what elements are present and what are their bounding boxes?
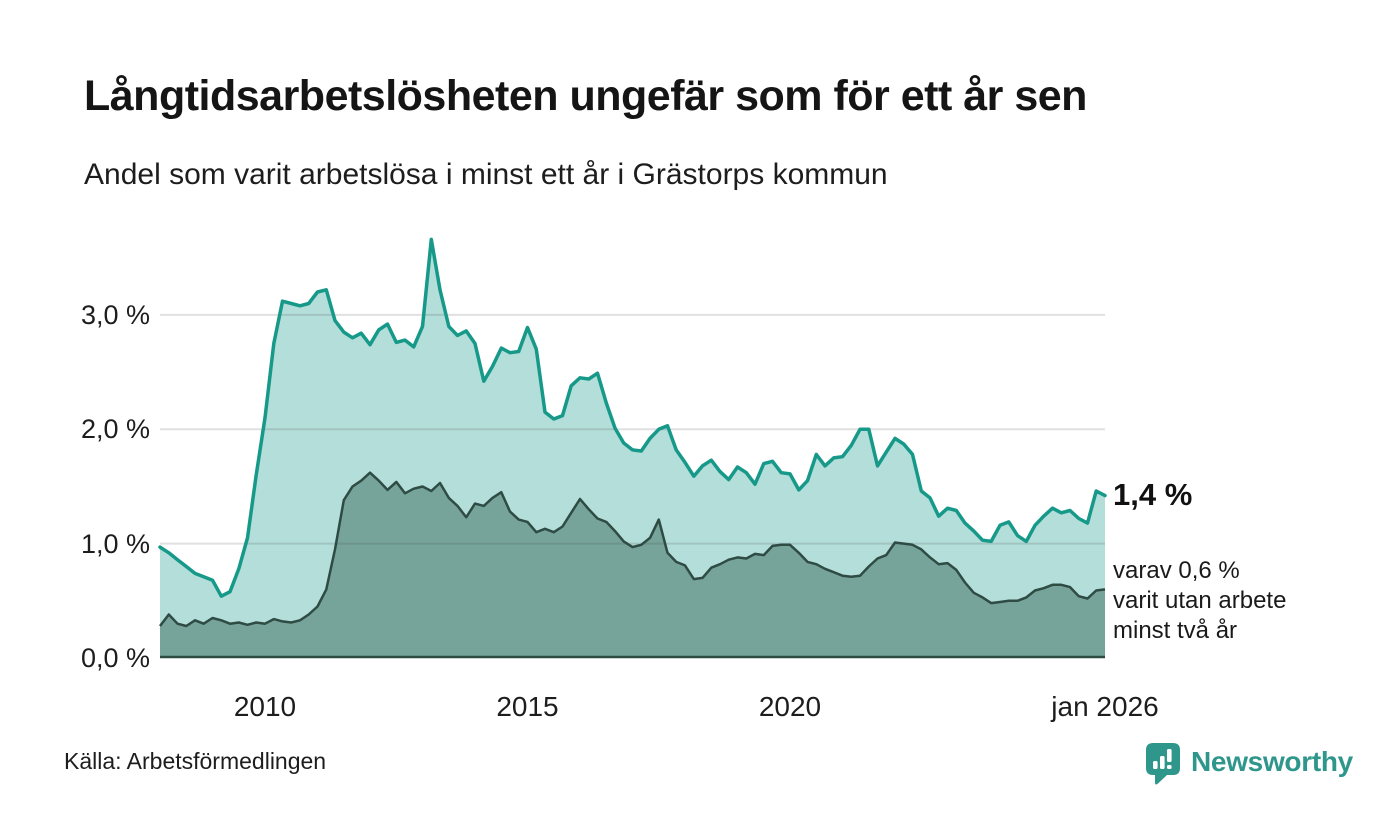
plot-area: 0,0 % 1,0 % 2,0 % 3,0 % 2010 2015 2020 jan 202… [81,220,1286,722]
newsworthy-icon [1146,743,1180,785]
x-tick-label: jan 2026 [1051,691,1159,722]
secondary-series-label-line3: minst två år [1113,617,1238,644]
source-note: Källa: Arbetsförmedlingen [64,748,327,774]
series-1yr-line [158,237,1107,598]
area-chart [158,237,1107,659]
series-area-2 [160,472,1105,658]
y-tick-label: 3,0 % [80,299,150,330]
x-tick-label: 2015 [496,691,559,722]
x-tick-label: 2020 [758,691,822,722]
x-tick-label: 2010 [233,691,297,722]
y-tick-label: 2,0 % [80,414,150,445]
chart-subtitle: Andel som varit arbetslösa i minst ett å… [84,158,888,191]
y-tick-label: 1,0 % [80,528,150,559]
newsworthy-logo: Newsworthy [1145,742,1353,790]
chart-title: Långtidsarbetslösheten ungefär som för e… [84,72,1087,120]
y-tick-label: 0,0 % [80,643,150,673]
latest-value-label: 1,4 % [1113,477,1193,512]
secondary-series-label-line1: varav 0,6 % [1113,557,1240,584]
secondary-series-label-line2: varit utan arbete [1113,587,1287,614]
newsworthy-wordmark: Newsworthy [1191,746,1353,777]
series-2yr-line [159,471,1106,628]
secondary-series-label: varav 0,6 % varit utan arbete minst två … [1113,556,1286,646]
